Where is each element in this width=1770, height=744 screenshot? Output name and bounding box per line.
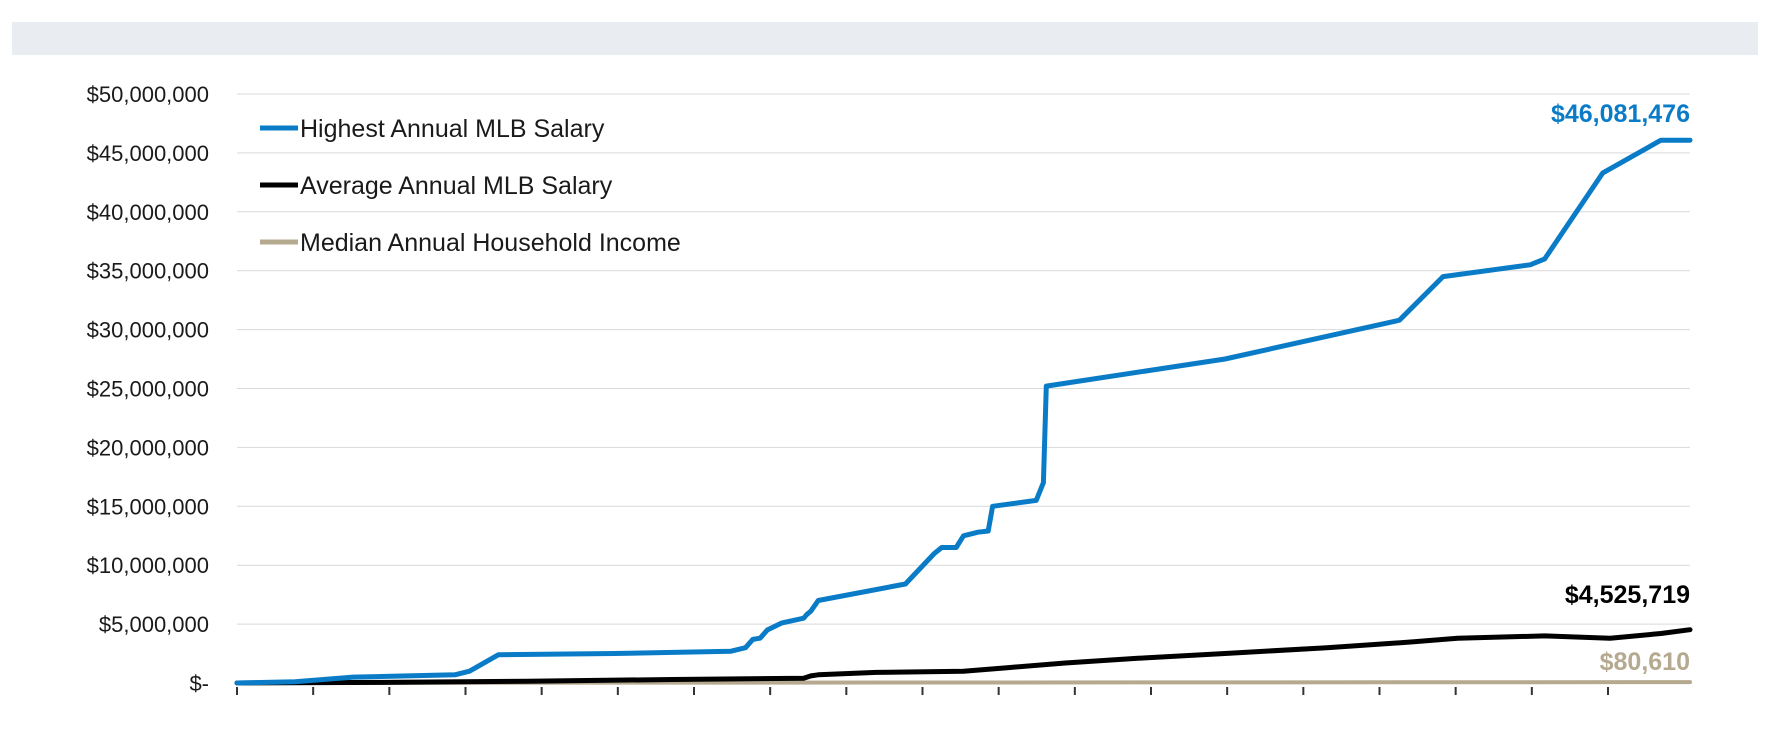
grid-lines	[237, 93, 1690, 625]
y-tick-label: $10,000,000	[87, 553, 209, 578]
header-band	[12, 22, 1758, 55]
end-labels: $46,081,476 $4,525,719 $80,610	[1551, 100, 1690, 676]
y-tick-label: $-	[189, 671, 209, 696]
end-label-average: $4,525,719	[1565, 581, 1690, 609]
legend-label-average: Average Annual MLB Salary	[300, 172, 613, 200]
y-tick-label: $5,000,000	[99, 612, 209, 637]
y-tick-label: $15,000,000	[87, 494, 209, 519]
y-tick-label: $30,000,000	[87, 318, 209, 343]
y-tick-label: $25,000,000	[87, 377, 209, 402]
series-line-highest	[234, 137, 1693, 686]
legend-label-highest: Highest Annual MLB Salary	[300, 115, 605, 143]
x-axis	[236, 682, 1690, 695]
legend: Highest Annual MLB Salary Average Annual …	[260, 115, 681, 257]
y-tick-label: $35,000,000	[87, 259, 209, 284]
y-tick-label: $40,000,000	[87, 200, 209, 225]
series-lines	[234, 137, 1693, 686]
y-tick-label: $45,000,000	[87, 141, 209, 166]
y-axis: $- $5,000,000 $10,000,000 $15,000,000 $20,00…	[87, 82, 209, 696]
y-tick-label: $50,000,000	[87, 82, 209, 107]
legend-label-median: Median Annual Household Income	[300, 229, 681, 257]
end-label-highest: $46,081,476	[1551, 100, 1690, 128]
series-line-average	[234, 627, 1693, 686]
end-label-median: $80,610	[1600, 648, 1690, 676]
y-tick-label: $20,000,000	[87, 435, 209, 460]
